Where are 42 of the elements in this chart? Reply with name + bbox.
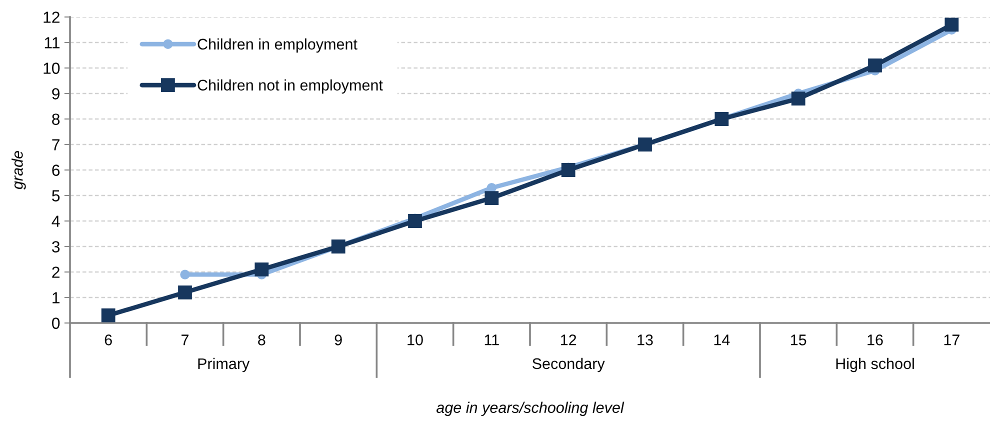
y-tick-label: 1: [52, 292, 60, 304]
point: [561, 163, 576, 177]
x-tick-label: 17: [944, 334, 960, 346]
legend-label: Children in employment: [198, 38, 358, 53]
x-tick-label: 13: [638, 334, 653, 346]
point: [254, 262, 269, 276]
point: [408, 214, 422, 228]
y-tick-label: 6: [52, 164, 60, 176]
x-tick-label: 8: [258, 334, 266, 346]
x-tick-label: 7: [182, 334, 188, 346]
x-axis-title: age in years/schooling level: [436, 402, 624, 416]
y-tick-label: 10: [44, 62, 60, 74]
x-tick-label: 16: [868, 334, 883, 346]
y-tick-label: 9: [52, 88, 60, 100]
y-tick-label: 4: [52, 216, 60, 227]
point: [101, 308, 116, 322]
y-tick-label: 8: [52, 114, 60, 125]
point: [178, 285, 192, 300]
y-axis-title: grade: [12, 151, 26, 190]
y-tick-label: 7: [52, 139, 60, 150]
x-tick-label: 15: [791, 334, 806, 346]
text: High school: [836, 358, 914, 372]
point: [180, 270, 190, 280]
y-tick-label: 12: [44, 12, 60, 23]
text: Secondary: [532, 358, 605, 372]
x-tick-label: 12: [561, 334, 576, 346]
y-tick-label: 3: [52, 241, 60, 252]
text: Primary: [198, 358, 250, 372]
x-tick-label: 11: [484, 334, 499, 346]
y-tick-label: 5: [52, 190, 60, 202]
y-tick-label: 0: [52, 318, 60, 329]
x-tick-label: 9: [334, 334, 342, 346]
x-tick-label: 10: [408, 334, 423, 346]
point: [868, 58, 882, 72]
legend-label: Children not in employment: [198, 79, 383, 94]
y-tick-label: 11: [44, 37, 60, 48]
point: [944, 18, 959, 32]
y-tick-label: 2: [52, 266, 60, 278]
x-tick-label: 14: [714, 334, 730, 346]
point: [791, 92, 806, 106]
point: [484, 191, 499, 205]
x-tick-label: 6: [104, 334, 112, 346]
